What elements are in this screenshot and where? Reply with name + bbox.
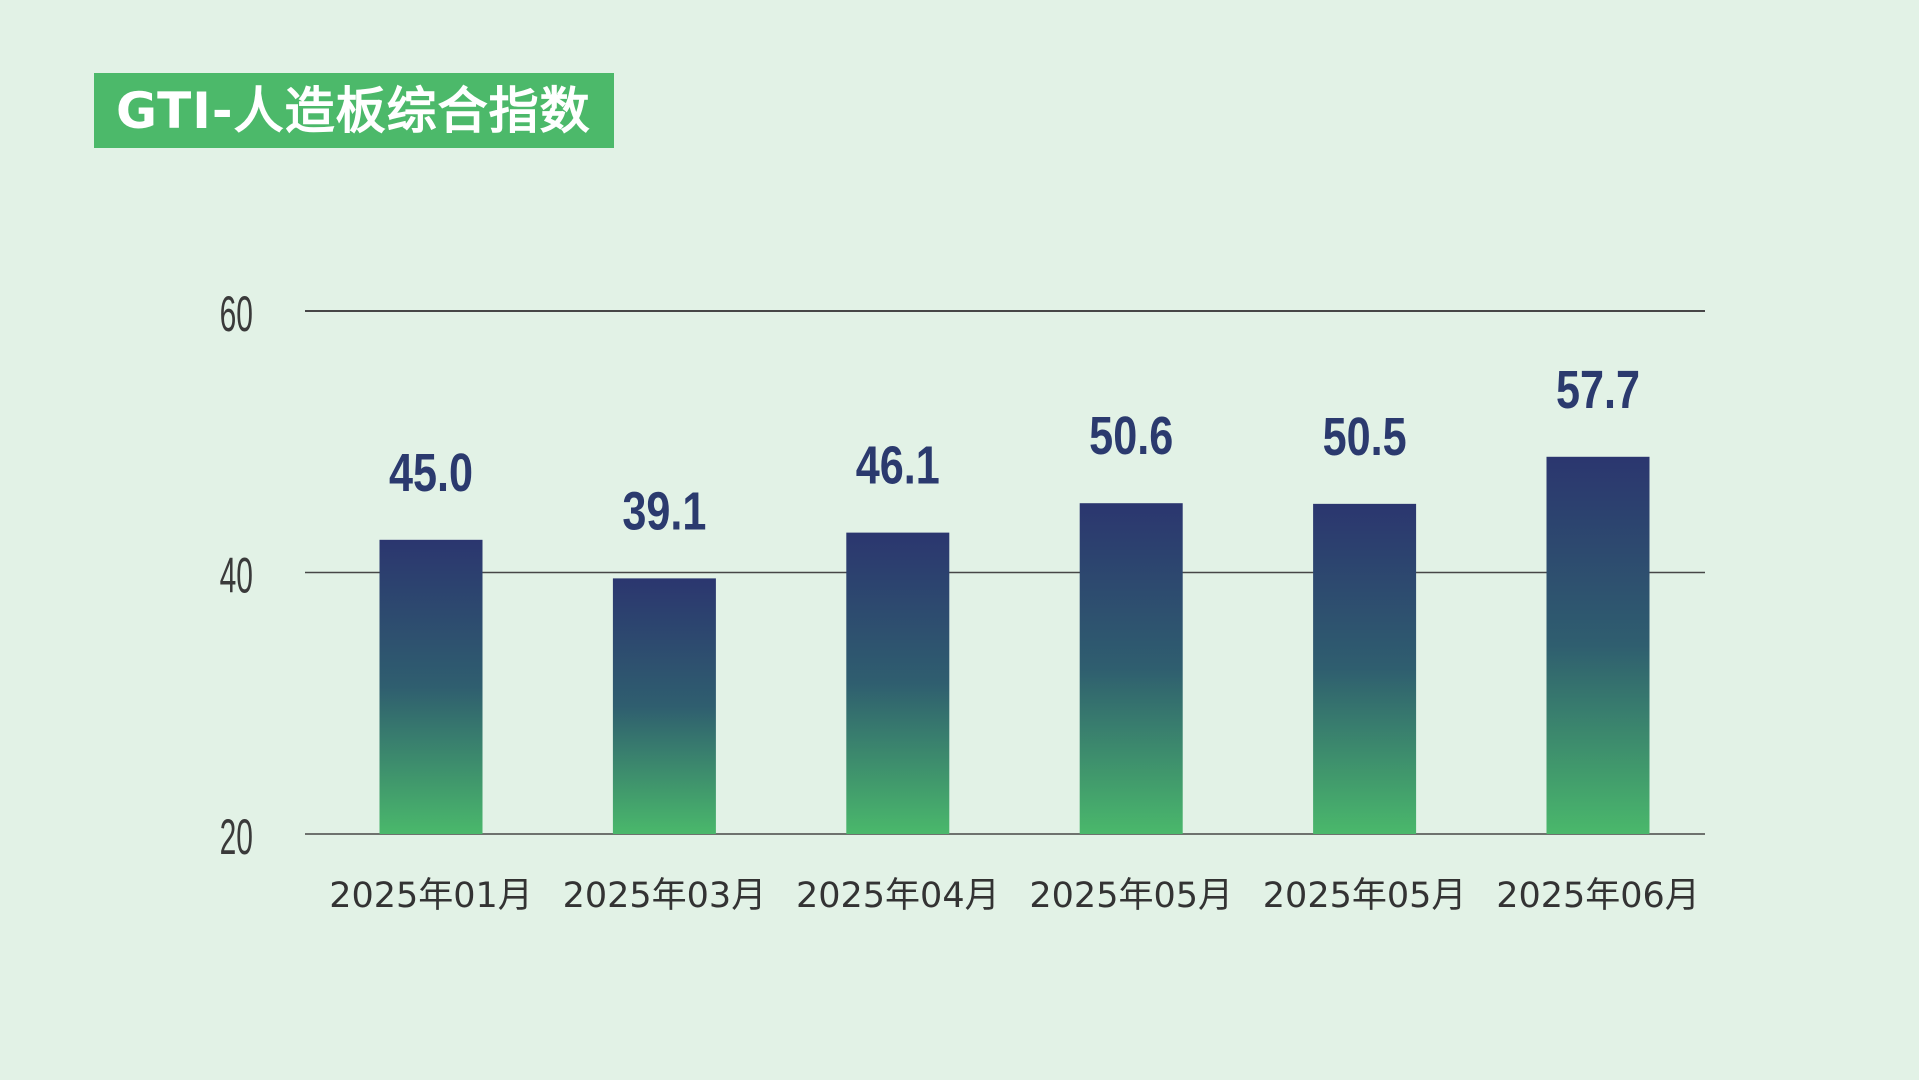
value-labels: 45.0 39.1 46.1 50.6 50.5 57.7: [389, 360, 1640, 541]
y-axis-tick-labels: 20 40 60: [220, 286, 253, 865]
bar-2: [612, 578, 716, 834]
bar-5: [1313, 503, 1417, 834]
chart-title: GTI-人造板综合指数: [116, 81, 591, 140]
x-tick-label-1: 2025年01月: [329, 876, 533, 916]
gridlines: [305, 310, 1705, 835]
bar-6: [1546, 456, 1650, 834]
value-label-4: 50.6: [1089, 407, 1173, 467]
value-label-5: 50.5: [1323, 407, 1407, 467]
x-tick-label-6: 2025年06月: [1496, 876, 1700, 916]
chart-title-banner: GTI-人造板综合指数: [94, 73, 614, 148]
y-tick-label-60: 60: [220, 286, 253, 342]
bar-4: [1079, 503, 1183, 834]
x-tick-label-5: 2025年05月: [1263, 876, 1467, 916]
x-tick-label-3: 2025年04月: [796, 876, 1000, 916]
bar-3: [846, 532, 950, 834]
x-axis-tick-labels: 2025年01月 2025年03月 2025年04月 2025年05月 2025年05月…: [329, 876, 1700, 916]
y-tick-label-40: 40: [220, 548, 253, 604]
value-label-2: 39.1: [622, 482, 706, 542]
bar-1: [379, 539, 483, 834]
value-label-6: 57.7: [1556, 360, 1640, 420]
bars: [379, 456, 1650, 834]
x-tick-label-2: 2025年03月: [563, 876, 767, 916]
x-tick-label-4: 2025年05月: [1029, 876, 1233, 916]
value-label-1: 45.0: [389, 443, 473, 503]
y-tick-label-20: 20: [220, 809, 253, 865]
value-label-3: 46.1: [856, 436, 940, 496]
